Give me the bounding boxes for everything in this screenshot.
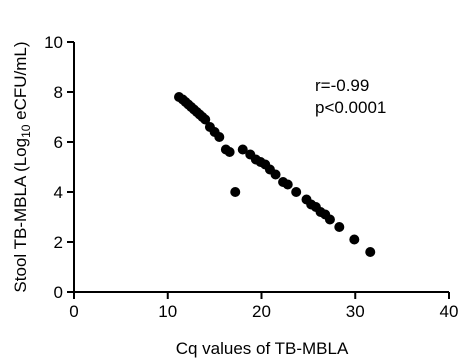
data-point	[349, 234, 360, 245]
data-point	[282, 179, 293, 190]
stat-annotation: p<0.0001	[315, 98, 386, 117]
y-axis-title-subscript: 10	[19, 124, 33, 138]
data-point	[230, 187, 241, 197]
y-axis-title-suffix: eCFU/mL)	[11, 41, 30, 124]
annotations: r=-0.99 p<0.0001	[315, 76, 386, 117]
data-point	[270, 169, 281, 180]
y-tick-label: 4	[54, 183, 63, 202]
x-tick-label: 10	[158, 302, 177, 321]
data-point	[200, 114, 211, 125]
y-axis-title-prefix: Stool TB-MBLA (Log	[11, 138, 30, 293]
x-axis-title: Cq values of TB-MBLA	[176, 339, 349, 358]
x-tick-label: 40	[440, 302, 459, 321]
data-point	[291, 187, 302, 197]
data-point	[237, 144, 248, 155]
data-point	[324, 214, 335, 225]
data-point	[334, 222, 345, 232]
stat-annotation: r=-0.99	[315, 76, 369, 95]
y-tick-label: 8	[54, 83, 63, 102]
x-tick-label: 20	[252, 302, 271, 321]
x-tick-label: 0	[69, 302, 78, 321]
data-points	[174, 92, 376, 257]
x-tick-label: 30	[346, 302, 365, 321]
data-point	[214, 132, 225, 142]
y-tick-label: 0	[54, 283, 63, 302]
y-tick-label: 10	[44, 33, 63, 52]
y-tick-label: 6	[54, 133, 63, 152]
ticks: 0 2 4 6 8 10 0 10 20 30 40	[44, 33, 458, 321]
data-point	[224, 147, 235, 157]
y-axis-title: Stool TB-MBLA (Log10 eCFU/mL)	[11, 41, 33, 292]
data-point	[365, 247, 376, 257]
y-tick-label: 2	[54, 233, 63, 252]
